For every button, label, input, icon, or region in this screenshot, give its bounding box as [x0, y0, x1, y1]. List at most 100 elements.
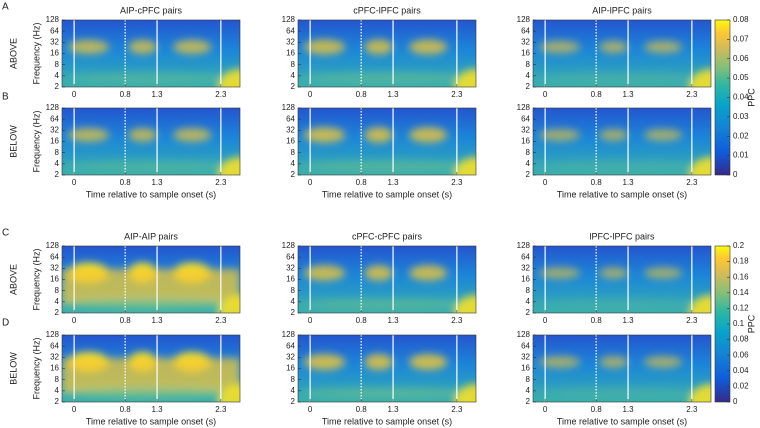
spectrogram-panel: AIP-cPFC pairs 2 4 8 16 32 64 128 0 0.8 1.3 2.3: [46, 5, 241, 99]
x-tick-label: 0.8: [120, 178, 132, 187]
heatmap: [62, 108, 240, 175]
y-tick-label: 64: [286, 26, 295, 35]
colorbar-tick-label: 0.2: [733, 241, 745, 250]
x-tick-label: 1.3: [387, 405, 399, 414]
spectrogram-panel: AIP-AIP pairs 2 4 8 16 32 64 128 0 0.8 1.3 2.3: [46, 231, 241, 325]
spectrogram-panel: cPFC-cPFC pairs 2 4 8 16 32 64 128 0 0.8 1.3 2.3: [282, 231, 477, 325]
x-tick-label: 0.8: [356, 405, 368, 414]
spectrogram-panel: AIP-lPFC pairs 2 4 8 16 32 64 128 0 0.8 1.3 2.3: [517, 5, 712, 99]
heatmap-blobs: [298, 265, 476, 313]
x-tick-label: 0.8: [120, 405, 132, 414]
y-tick-label: 2: [526, 397, 531, 406]
x-axis-label: Time relative to sample onset (s): [322, 416, 452, 426]
row-label: ABOVE: [8, 38, 18, 69]
low-band: [533, 72, 711, 83]
y-tick-label: 4: [526, 297, 531, 306]
low-band: [62, 72, 240, 83]
low-band: [533, 160, 711, 171]
y-axis-label: Frequency (Hz): [31, 22, 41, 84]
y-tick-label: 2: [526, 308, 531, 317]
spectrogram-panel: 2 4 8 16 32 64 128 0 0.8 1.3 2.3 Time relative to s…: [46, 330, 241, 426]
heatmap: [298, 108, 476, 175]
corner: [454, 69, 476, 87]
y-tick-label: 128: [517, 103, 531, 112]
beta-band: [599, 355, 629, 368]
beta-band: [599, 267, 629, 279]
heatmap: [62, 246, 240, 313]
x-tick-label: 0.8: [120, 90, 132, 99]
x-tick-label: 0: [543, 90, 548, 99]
heatmap: [298, 246, 476, 313]
heatmap-blobs: [62, 351, 240, 402]
spectrogram-panel: 2 4 8 16 32 64 128 0 0.8 1.3 2.3 Time relative to s…: [282, 103, 477, 199]
y-tick-label: 128: [282, 330, 296, 339]
panel-frame: [61, 19, 241, 88]
low-band: [533, 387, 711, 398]
spectrogram-panel: 2 4 8 16 32 64 128 0 0.8 1.3 2.3 Time relative to s…: [282, 330, 477, 426]
y-tick-label: 8: [526, 60, 531, 69]
beta-band: [409, 39, 448, 55]
heatmap-blobs: [62, 39, 240, 87]
panel-frame: [61, 107, 241, 176]
y-tick-label: 128: [517, 330, 531, 339]
beta-band: [538, 267, 581, 279]
low-band: [298, 387, 476, 398]
heatmap: [533, 20, 711, 87]
x-tick-label: 0: [72, 316, 77, 325]
x-tick-label: 0.8: [356, 178, 368, 187]
y-tick-label: 4: [55, 159, 60, 168]
x-tick-label: 2.3: [686, 90, 698, 99]
beta-band: [303, 265, 346, 281]
y-tick-label: 16: [50, 137, 59, 146]
colorbar-label: PPC: [746, 314, 756, 333]
y-tick-label: 8: [526, 286, 531, 295]
colorbar-tick-label: 0.04: [733, 93, 749, 102]
beta-band: [538, 355, 581, 368]
y-tick-label: 8: [291, 375, 296, 384]
panel-title: cPFC-lPFC pairs: [353, 5, 421, 15]
x-tick-label: 2.3: [686, 178, 698, 187]
y-tick-label: 16: [521, 275, 530, 284]
panel-frame: [532, 19, 712, 88]
y-tick-label: 32: [521, 37, 530, 46]
x-tick-label: 0: [72, 405, 77, 414]
panel-title: AIP-AIP pairs: [124, 231, 178, 241]
x-tick-label: 2.3: [451, 316, 463, 325]
corner: [689, 384, 711, 402]
corner: [218, 295, 240, 313]
heatmap: [533, 108, 711, 175]
beta-band: [67, 127, 110, 142]
x-tick-label: 0: [72, 178, 77, 187]
y-tick-label: 128: [282, 103, 296, 112]
beta-band: [644, 40, 683, 54]
corner: [454, 295, 476, 313]
corner: [218, 157, 240, 175]
y-tick-label: 32: [521, 352, 530, 361]
x-tick-label: 0: [308, 316, 313, 325]
y-tick-label: 64: [286, 341, 295, 350]
colorbar-label: PPC: [746, 88, 756, 107]
y-tick-label: 128: [46, 103, 60, 112]
low-band: [62, 160, 240, 171]
y-tick-label: 4: [55, 71, 60, 80]
panel-letter: D: [2, 318, 9, 329]
beta-band: [173, 39, 212, 55]
y-tick-label: 4: [55, 297, 60, 306]
y-tick-label: 8: [55, 286, 60, 295]
y-tick-label: 32: [521, 125, 530, 134]
y-tick-label: 64: [286, 114, 295, 123]
x-tick-label: 2.3: [686, 405, 698, 414]
x-tick-label: 0.8: [356, 90, 368, 99]
corner: [689, 157, 711, 175]
beta-band: [128, 39, 158, 55]
x-tick-label: 0.8: [591, 178, 603, 187]
heatmap-blobs: [298, 353, 476, 402]
y-tick-label: 32: [286, 37, 295, 46]
y-tick-label: 16: [50, 49, 59, 58]
panel-letter: A: [2, 2, 9, 13]
x-tick-label: 0: [543, 405, 548, 414]
y-tick-label: 32: [286, 125, 295, 134]
colorbar-tick-label: 0.06: [733, 54, 749, 63]
y-tick-label: 32: [521, 263, 530, 272]
x-tick-label: 1.3: [387, 316, 399, 325]
